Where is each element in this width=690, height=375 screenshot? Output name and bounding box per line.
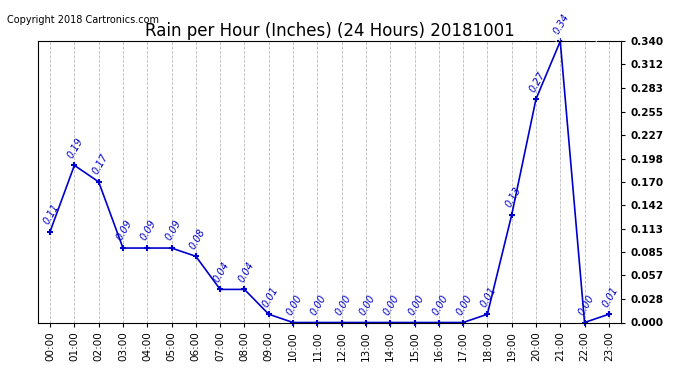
Text: 0.27: 0.27: [528, 70, 547, 94]
Text: 0.01: 0.01: [260, 285, 280, 309]
Text: 0.00: 0.00: [333, 293, 353, 317]
Text: 0.17: 0.17: [90, 152, 110, 176]
Text: 0.00: 0.00: [285, 293, 304, 317]
Text: 0.09: 0.09: [164, 219, 183, 243]
Text: 0.00: 0.00: [357, 293, 377, 317]
Text: 0.04: 0.04: [212, 260, 231, 284]
Text: 0.01: 0.01: [479, 285, 499, 309]
Text: 0.04: 0.04: [236, 260, 256, 284]
Text: 0.00: 0.00: [431, 293, 450, 317]
Text: 0.00: 0.00: [382, 293, 402, 317]
Title: Rain per Hour (Inches) (24 Hours) 20181001: Rain per Hour (Inches) (24 Hours) 201810…: [145, 22, 514, 40]
Text: 0.00: 0.00: [576, 293, 596, 317]
Text: 0.00: 0.00: [455, 293, 474, 317]
Text: Copyright 2018 Cartronics.com: Copyright 2018 Cartronics.com: [7, 15, 159, 25]
Text: 0.19: 0.19: [66, 136, 86, 160]
Text: 0.11: 0.11: [42, 202, 61, 226]
Text: 0.00: 0.00: [406, 293, 426, 317]
Text: 0.01: 0.01: [600, 285, 620, 309]
Text: 0.09: 0.09: [139, 219, 159, 243]
Text: 0.13: 0.13: [503, 186, 523, 209]
Text: 0.08: 0.08: [188, 227, 207, 251]
Text: 0.00: 0.00: [309, 293, 328, 317]
Text: 0.09: 0.09: [115, 219, 135, 243]
Text: Rain  (Inches): Rain (Inches): [522, 32, 599, 42]
Text: 0.34: 0.34: [552, 12, 571, 36]
